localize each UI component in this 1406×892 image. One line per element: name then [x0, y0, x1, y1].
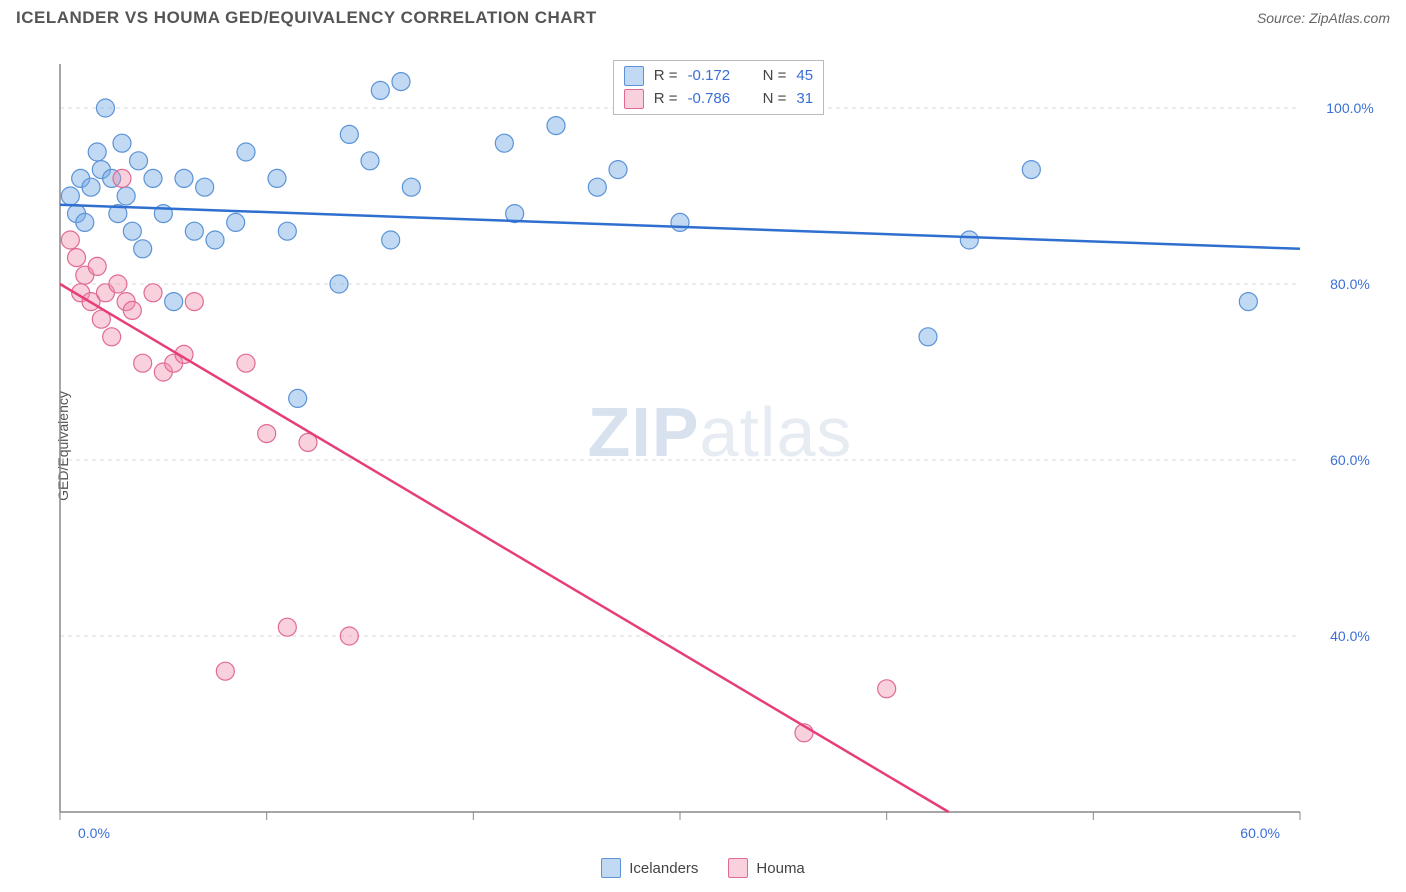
svg-text:100.0%: 100.0% [1326, 100, 1373, 116]
stat-row: R = -0.172 N = 45 [624, 65, 813, 88]
source-attribution: Source: ZipAtlas.com [1257, 10, 1390, 26]
scatter-plot: 40.0% 60.0% 80.0% 100.0% 0.0% 60.0% [50, 54, 1390, 842]
svg-text:80.0%: 80.0% [1330, 276, 1370, 292]
legend: Icelanders Houma [0, 858, 1406, 878]
legend-label: Icelanders [629, 860, 698, 877]
svg-text:60.0%: 60.0% [1330, 452, 1370, 468]
legend-swatch [601, 858, 621, 878]
correlation-stats-box: R = -0.172 N = 45R = -0.786 N = 31 [613, 60, 824, 115]
chart-title: ICELANDER VS HOUMA GED/EQUIVALENCY CORRE… [16, 8, 597, 28]
stat-swatch [624, 89, 644, 109]
svg-text:0.0%: 0.0% [78, 825, 110, 841]
legend-label: Houma [756, 860, 804, 877]
stat-swatch [624, 66, 644, 86]
svg-text:40.0%: 40.0% [1330, 628, 1370, 644]
legend-item: Houma [728, 858, 804, 878]
chart-area: 40.0%60.0%80.0%100.0%0.0%60.0% ZIPatlas … [50, 54, 1390, 842]
legend-item: Icelanders [601, 858, 698, 878]
svg-text:60.0%: 60.0% [1240, 825, 1280, 841]
legend-swatch [728, 858, 748, 878]
stat-row: R = -0.786 N = 31 [624, 88, 813, 111]
